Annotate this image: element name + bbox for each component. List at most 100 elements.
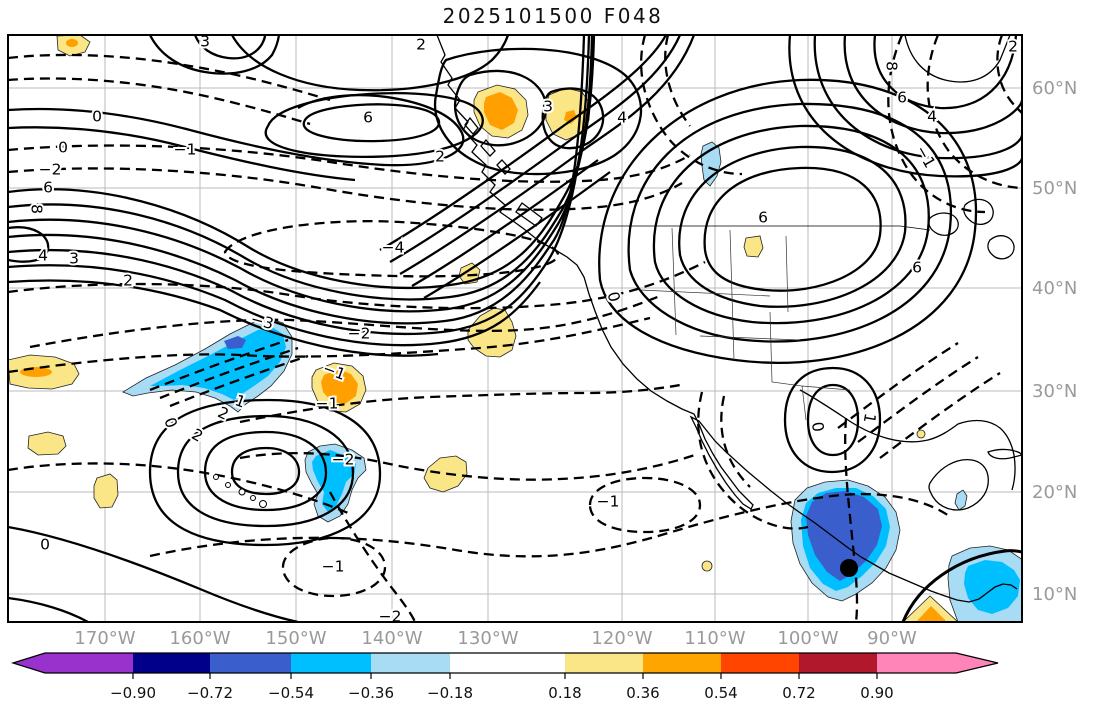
- contour-label: −1: [316, 395, 339, 413]
- lat-tick-label: 10°N: [1032, 584, 1077, 605]
- contour-label: 4: [38, 247, 48, 265]
- contour-label: −2: [332, 451, 355, 469]
- contour-label: 3: [69, 250, 79, 268]
- contour-label: −1: [912, 142, 939, 171]
- contour-lines-dashed: [8, 35, 1022, 622]
- hawaii-islands: [213, 474, 267, 508]
- colorbar-outline: [10, 652, 999, 674]
- lon-tick-label: 110°W: [684, 628, 745, 649]
- colorbar-arrow-left: [13, 653, 45, 673]
- lon-tick-label: 160°W: [169, 628, 230, 649]
- contour-label: −1: [174, 141, 197, 159]
- contour-label: 0: [92, 108, 102, 126]
- anomaly-region-pl: [701, 560, 713, 572]
- contour-label: −1: [322, 558, 345, 576]
- lat-tick-label: 60°N: [1032, 78, 1077, 99]
- colorbar-tick-label: 0.54: [704, 684, 737, 702]
- contour-label: 4: [927, 108, 937, 126]
- colorbar-tick-label: −0.36: [348, 684, 394, 702]
- lat-tick-label: 20°N: [1032, 482, 1077, 503]
- lon-tick-label: 120°W: [591, 628, 652, 649]
- lon-tick-label: 90°W: [867, 628, 917, 649]
- contour-label: −2: [39, 161, 62, 179]
- colorbar-segment: [799, 653, 877, 673]
- anomaly-shading: [8, 35, 1022, 622]
- colorbar-segment: [371, 653, 450, 673]
- colorbar-segment: [45, 653, 133, 673]
- contour-label: 4: [617, 109, 627, 127]
- contour-label: 2: [188, 425, 206, 446]
- colorbar-tick-label: 0.90: [860, 684, 893, 702]
- colorbar-segment: [291, 653, 371, 673]
- lat-tick-label: 30°N: [1032, 381, 1077, 402]
- colorbar-segment: [877, 653, 956, 673]
- anomaly-region-pl: [93, 473, 119, 509]
- anomaly-region-pl: [743, 235, 764, 258]
- anomaly-region-pm: [321, 369, 358, 404]
- contour-label: 8: [28, 204, 46, 214]
- colorbar-tick-label: 0.36: [626, 684, 659, 702]
- colorbar-arrow-right: [956, 653, 998, 673]
- coastlines: [213, 35, 1022, 603]
- anomaly-region-nl: [954, 489, 968, 511]
- lon-tick-label: 130°W: [457, 628, 518, 649]
- contour-label: 1: [860, 412, 879, 425]
- anomaly-region-pm: [484, 92, 518, 130]
- contour-label: 2: [435, 148, 445, 166]
- colorbar: −0.90 −0.72 −0.54 −0.36 −0.18 0.18 0.36 0.54 0.7…: [10, 652, 999, 702]
- colorbar-segment: [450, 653, 565, 673]
- anomaly-region-pm: [916, 606, 947, 622]
- colorbar-tick-label: −0.18: [427, 684, 473, 702]
- anomaly-region-pm: [66, 39, 78, 47]
- contour-label: 8: [883, 61, 901, 71]
- colorbar-segment: [565, 653, 643, 673]
- contour-label: 0: [160, 415, 180, 430]
- colorbar-segment: [210, 653, 291, 673]
- lat-tick-label: 40°N: [1032, 278, 1077, 299]
- contour-label: 2: [416, 36, 426, 54]
- storm-marker-layer: [840, 559, 858, 577]
- contour-label: 2: [1008, 38, 1018, 56]
- anomaly-region-nc: [224, 336, 246, 349]
- lon-tick-label: 140°W: [361, 628, 422, 649]
- contour-label: 3: [543, 98, 553, 116]
- anomaly-region-nm: [964, 560, 1020, 614]
- anomaly-region-pl: [916, 429, 926, 439]
- contour-label: 6: [897, 89, 907, 107]
- contour-label: 0: [58, 139, 68, 157]
- colorbar-tick-label: −0.54: [268, 684, 314, 702]
- colorbar-segment: [643, 653, 721, 673]
- anomaly-region-pl: [423, 455, 468, 493]
- contour-label: −2: [348, 325, 371, 343]
- axis-labels: 170°W 160°W 150°W 140°W 130°W 120°W 110°W 100°W…: [74, 78, 1077, 649]
- colorbar-segment: [721, 653, 799, 673]
- contour-label: −4: [382, 239, 405, 257]
- storm-position-dot: [840, 559, 858, 577]
- anomaly-region-pl: [27, 431, 67, 456]
- colorbar-tick-label: −0.90: [110, 684, 156, 702]
- contour-label: 0: [40, 536, 50, 554]
- contour-label: 0: [604, 290, 624, 304]
- anomaly-region-nm: [312, 450, 356, 512]
- lon-tick-label: 150°W: [265, 628, 326, 649]
- colorbar-tick-label: −0.72: [187, 684, 233, 702]
- contour-label: 2: [123, 272, 133, 290]
- lon-tick-label: 100°W: [777, 628, 838, 649]
- contour-label: 6: [912, 259, 922, 277]
- contour-label: 2: [215, 403, 232, 423]
- contour-label: 6: [363, 109, 373, 127]
- map-frame: [7, 34, 1023, 623]
- figure-title: 2025101500 F048: [443, 4, 664, 28]
- colorbar-segment: [133, 653, 210, 673]
- contour-label: −1: [597, 493, 620, 511]
- contour-label: 0: [808, 420, 827, 433]
- lat-tick-label: 50°N: [1032, 178, 1077, 199]
- lon-tick-label: 170°W: [74, 628, 135, 649]
- colorbar-tick-label: 0.18: [548, 684, 581, 702]
- anomaly-region-pm: [564, 110, 577, 124]
- contour-label: 6: [758, 209, 768, 227]
- colorbar-tick-label: 0.72: [782, 684, 815, 702]
- contour-label: 6: [43, 179, 53, 197]
